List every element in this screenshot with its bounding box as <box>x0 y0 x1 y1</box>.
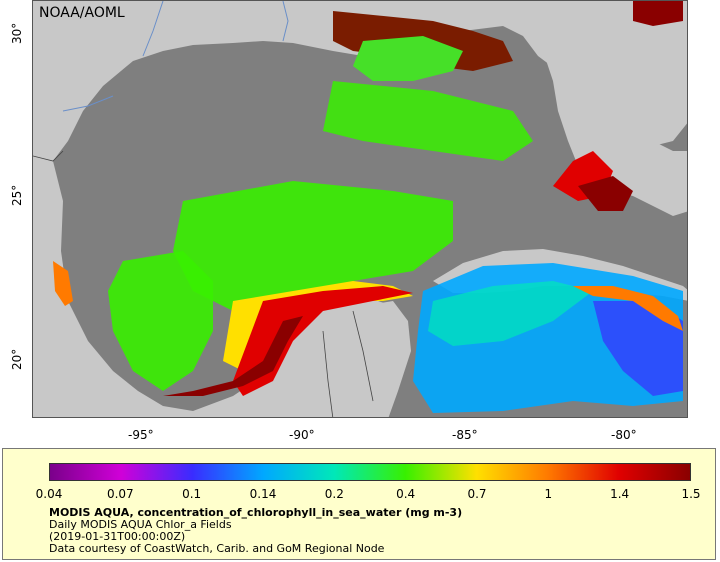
colorbar-label: 0.2 <box>324 487 344 501</box>
lat-tick-30: 30° <box>10 22 24 44</box>
land-yucatan <box>288 301 411 417</box>
country-borders <box>33 150 374 417</box>
chlorophyll-map[interactable]: NOAA/AOML <box>32 0 688 418</box>
lon-tick-80: -80° <box>611 428 637 442</box>
map-credit: NOAA/AOML <box>39 5 125 21</box>
legend-title: MODIS AQUA, concentration_of_chlorophyll… <box>49 506 463 519</box>
colorbar-label: 0.4 <box>396 487 416 501</box>
colorbar <box>49 463 691 481</box>
lat-tick-25: 25° <box>10 184 24 206</box>
legend-line1: Daily MODIS AQUA Chlor_a Fields <box>49 518 232 531</box>
rivers <box>62 1 289 112</box>
colorbar-label: 0.07 <box>106 487 134 501</box>
legend-panel: 0.04 0.07 0.1 0.14 0.2 0.4 0.7 1 1.4 1.5 MODIS AQ… <box>2 448 716 560</box>
map-canvas <box>33 1 687 417</box>
lat-tick-20: 20° <box>10 348 24 370</box>
legend-line2: (2019-01-31T00:00:00Z) <box>49 530 186 543</box>
colorbar-label: 0.1 <box>182 487 202 501</box>
colorbar-label: 1.4 <box>610 487 630 501</box>
colorbar-label: 0.04 <box>35 487 63 501</box>
chlorophyll-field <box>53 1 683 413</box>
colorbar-label: 1 <box>544 487 553 501</box>
colorbar-label: 0.7 <box>467 487 487 501</box>
land-florida <box>538 1 687 216</box>
colorbar-label: 0.14 <box>249 487 277 501</box>
land-us-gulf-coast <box>33 1 687 161</box>
lon-tick-95: -95° <box>128 428 154 442</box>
lon-tick-85: -85° <box>452 428 478 442</box>
lon-tick-90: -90° <box>289 428 315 442</box>
legend-line3: Data courtesy of CoastWatch, Carib. and … <box>49 542 385 555</box>
colorbar-label: 1.5 <box>681 487 701 501</box>
